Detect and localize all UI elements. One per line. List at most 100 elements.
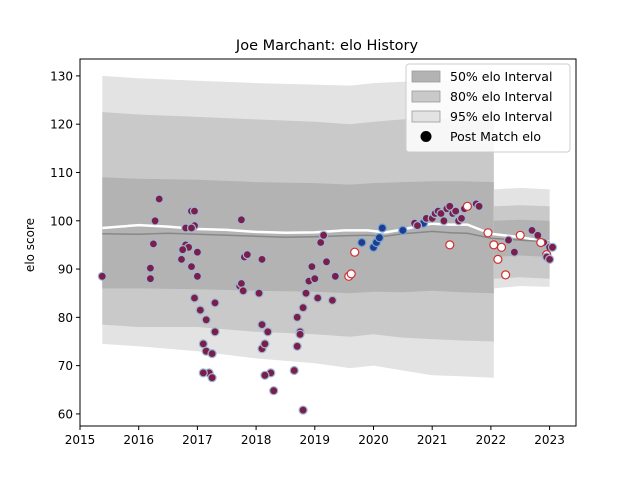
data-point: [307, 262, 317, 272]
legend-marker: [420, 131, 432, 142]
data-point: [242, 250, 252, 260]
data-point: [377, 223, 387, 233]
data-point: [547, 242, 558, 252]
plot-area: [97, 75, 558, 415]
data-point: [145, 263, 155, 273]
data-point: [257, 254, 267, 264]
data-point: [398, 225, 408, 235]
data-point: [346, 269, 356, 279]
x-tick-label: 2020: [358, 433, 389, 447]
data-point: [496, 242, 507, 252]
x-tick-label: 2015: [65, 433, 96, 447]
data-point: [148, 239, 158, 249]
data-point: [189, 293, 200, 303]
data-point: [210, 327, 220, 337]
band-50-main: [102, 177, 494, 294]
data-point: [269, 386, 279, 396]
data-point: [357, 237, 367, 248]
data-point: [330, 271, 340, 281]
data-point: [189, 206, 200, 216]
x-tick-label: 2016: [123, 433, 154, 447]
data-point: [451, 206, 461, 216]
data-point: [289, 365, 299, 376]
x-tick-label: 2018: [241, 433, 272, 447]
data-point: [536, 237, 546, 248]
data-point: [350, 247, 360, 257]
data-point: [254, 288, 264, 298]
data-point: [192, 271, 202, 281]
axes: 2015 2016 2017 2018 2019 2020 2021 2022 2023 60 70…: [50, 58, 577, 447]
data-point: [210, 298, 220, 308]
y-tick-label: 80: [58, 311, 73, 325]
data-point: [192, 247, 202, 257]
data-point: [292, 341, 302, 351]
data-point: [483, 228, 493, 238]
data-point: [295, 329, 305, 339]
data-point: [292, 312, 302, 322]
data-point: [195, 305, 205, 315]
y-tick-label: 70: [58, 359, 73, 373]
x-tick-label: 2021: [417, 433, 448, 447]
y-tick-label: 100: [50, 214, 73, 228]
y-tick-label: 90: [58, 263, 73, 277]
data-point: [178, 245, 188, 255]
data-point: [493, 254, 503, 264]
data-point: [186, 262, 197, 272]
data-point: [313, 293, 323, 303]
legend-label: Post Match elo: [450, 129, 541, 144]
data-point: [257, 320, 267, 330]
x-tick-label: 2022: [476, 433, 507, 447]
data-point: [201, 315, 211, 325]
legend: 50% elo Interval 80% elo Interval 95% elo …: [405, 63, 571, 153]
data-point: [544, 254, 555, 264]
data-point: [327, 295, 337, 305]
data-point: [321, 257, 332, 267]
data-point: [439, 216, 449, 226]
data-point: [374, 233, 384, 243]
legend-swatch: [411, 90, 441, 103]
data-point: [154, 194, 164, 204]
data-point: [515, 230, 525, 240]
data-point: [509, 247, 520, 257]
data-point: [445, 240, 455, 250]
data-point: [97, 271, 107, 281]
data-point: [319, 230, 329, 240]
data-point: [198, 368, 208, 378]
data-point: [310, 274, 320, 284]
data-point: [501, 270, 511, 280]
x-tick-label: 2019: [300, 433, 331, 447]
data-point: [236, 215, 246, 225]
x-tick-label: 2023: [534, 433, 565, 447]
legend-label: 50% elo Interval: [450, 69, 552, 84]
data-point: [207, 373, 217, 383]
x-tick-label: 2017: [182, 433, 213, 447]
plot-frame: [79, 58, 577, 427]
legend-label: 95% elo Interval: [450, 109, 552, 124]
data-point: [462, 201, 472, 211]
data-point: [503, 235, 514, 245]
y-tick-label: 60: [58, 407, 73, 421]
data-point: [527, 225, 537, 235]
data-point: [236, 278, 246, 289]
data-point: [301, 288, 311, 298]
y-tick-label: 120: [50, 118, 73, 132]
chart-title: Joe Marchant: elo History: [235, 38, 419, 54]
data-point: [456, 213, 467, 223]
data-point: [145, 274, 155, 284]
data-point: [489, 240, 499, 250]
data-point: [260, 339, 270, 349]
y-axis-label: elo score: [23, 218, 37, 272]
data-point: [412, 221, 423, 231]
data-point: [260, 370, 270, 380]
data-point: [186, 223, 197, 233]
mean-line: [102, 230, 550, 243]
y-tick-label: 110: [50, 166, 73, 180]
data-point: [176, 254, 187, 264]
data-point: [207, 349, 217, 359]
y-tick-label: 130: [50, 69, 73, 83]
legend-swatch: [411, 110, 441, 123]
data-point: [150, 216, 160, 226]
legend-label: 80% elo Interval: [450, 89, 552, 104]
data-point: [238, 286, 248, 296]
